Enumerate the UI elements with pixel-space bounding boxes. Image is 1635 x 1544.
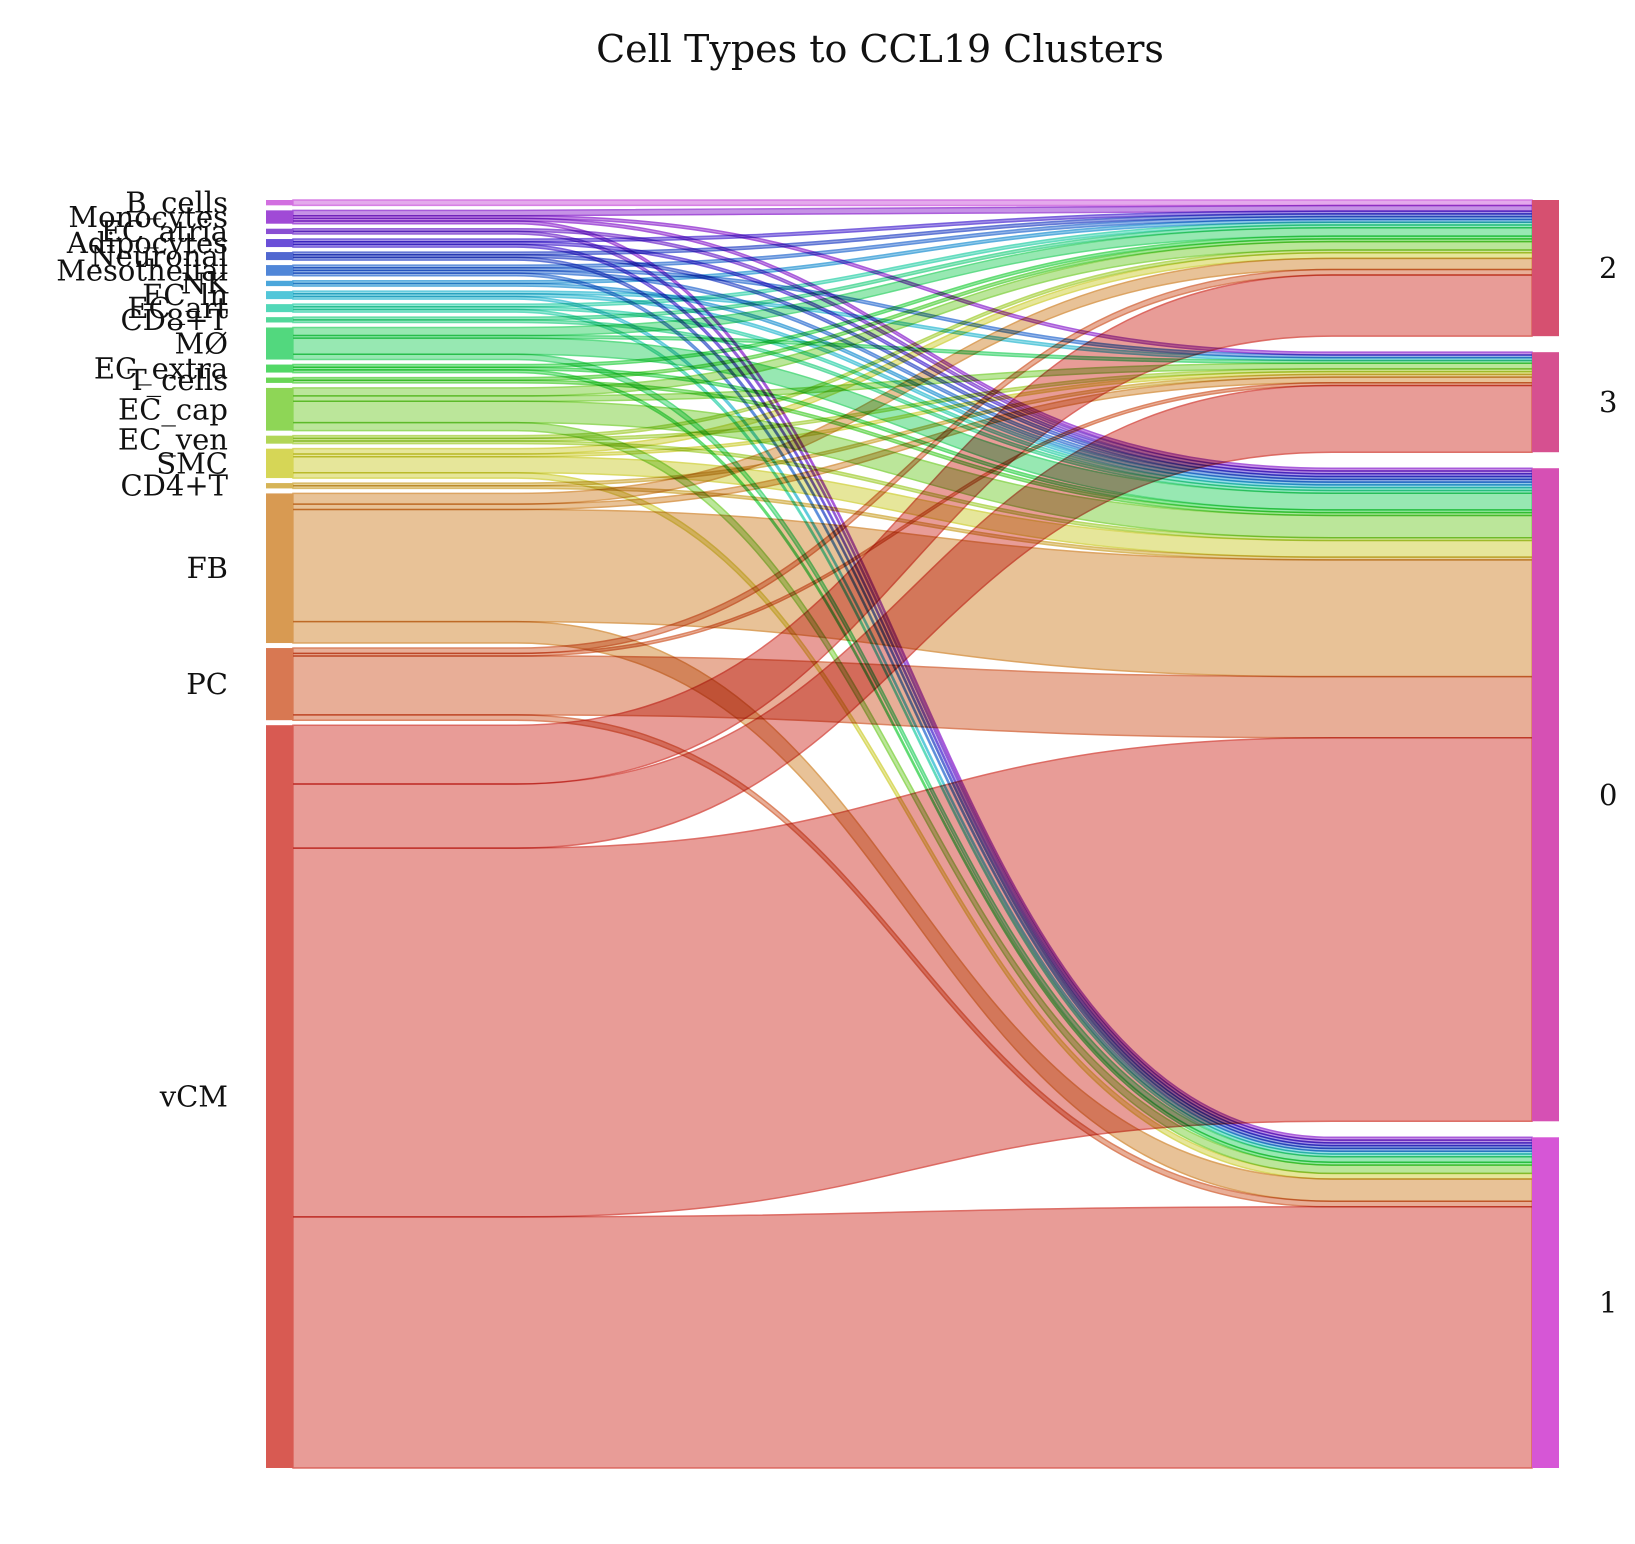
- label-cluster-1: 1: [1599, 1286, 1617, 1320]
- node-pc: [266, 648, 293, 721]
- label-smc: SMC: [156, 446, 228, 480]
- chart-title: Cell Types to CCL19 Clusters: [596, 27, 1164, 71]
- node-cluster-1: [1532, 1137, 1559, 1468]
- label-adipocytes: Adipocytes: [66, 226, 228, 260]
- label-cd8plust: CD8+T: [120, 303, 228, 337]
- label-t-cells: T_cells: [127, 363, 228, 398]
- label-monocytes: Monocytes: [68, 200, 228, 234]
- node-ec-extra: [266, 364, 293, 373]
- node-cluster-3: [1532, 352, 1559, 453]
- sankey-links: [292, 199, 1533, 1469]
- node-t-cells: [266, 377, 293, 383]
- label-cd4plust: CD4+T: [120, 469, 228, 503]
- node-fb: [266, 493, 293, 644]
- label-ec-extra: EC_extra: [94, 352, 228, 387]
- link-mo-to-3: [292, 334, 1533, 365]
- label-ec-atria: EC_atria: [101, 214, 228, 249]
- label-fb: FB: [187, 551, 228, 585]
- node-ec-ln: [266, 291, 293, 300]
- label-neuronal: Neuronal: [90, 239, 228, 273]
- node-adipocytes: [266, 239, 293, 248]
- label-cluster-0: 0: [1599, 778, 1617, 812]
- label-ec-ln: EC_ln: [142, 278, 228, 313]
- node-ec-cap: [266, 387, 293, 431]
- node-vcm: [266, 725, 293, 1468]
- node-nk: [266, 280, 293, 287]
- label-ec-ven: EC_ven: [118, 423, 228, 458]
- link-vcm-to-1: [292, 1206, 1533, 1469]
- label-b-cells: B_cells: [125, 186, 228, 221]
- label-ec-cap: EC_cap: [118, 392, 228, 427]
- node-neuronal: [266, 252, 293, 261]
- sankey-nodes: [266, 200, 1559, 1468]
- label-nk: NK: [181, 266, 229, 300]
- node-ec-atria: [266, 228, 293, 235]
- label-cluster-2: 2: [1599, 251, 1617, 285]
- link-b-cells-to-2: [292, 199, 1533, 207]
- node-monocytes: [266, 210, 293, 224]
- node-ec-ven: [266, 435, 293, 444]
- node-cd8plust: [266, 317, 293, 323]
- node-mesothelial: [266, 265, 293, 276]
- node-smc: [266, 448, 293, 479]
- node-b-cells: [266, 200, 293, 206]
- label-pc: PC: [186, 667, 228, 701]
- node-cd4plust: [266, 483, 293, 489]
- node-ec-art: [266, 304, 293, 313]
- label-vcm: vCM: [159, 1080, 228, 1114]
- label-cluster-3: 3: [1599, 385, 1617, 419]
- node-cluster-2: [1532, 200, 1559, 337]
- label-mesothelial: Mesothelial: [56, 253, 228, 287]
- sankey-labels: B_cellsMonocytesEC_atriaAdipocytesNeuron…: [56, 186, 1617, 1320]
- node-mo: [266, 327, 293, 360]
- label-mo: MØ: [175, 327, 228, 361]
- label-ec-art: EC_art: [127, 291, 228, 326]
- node-cluster-0: [1532, 468, 1559, 1122]
